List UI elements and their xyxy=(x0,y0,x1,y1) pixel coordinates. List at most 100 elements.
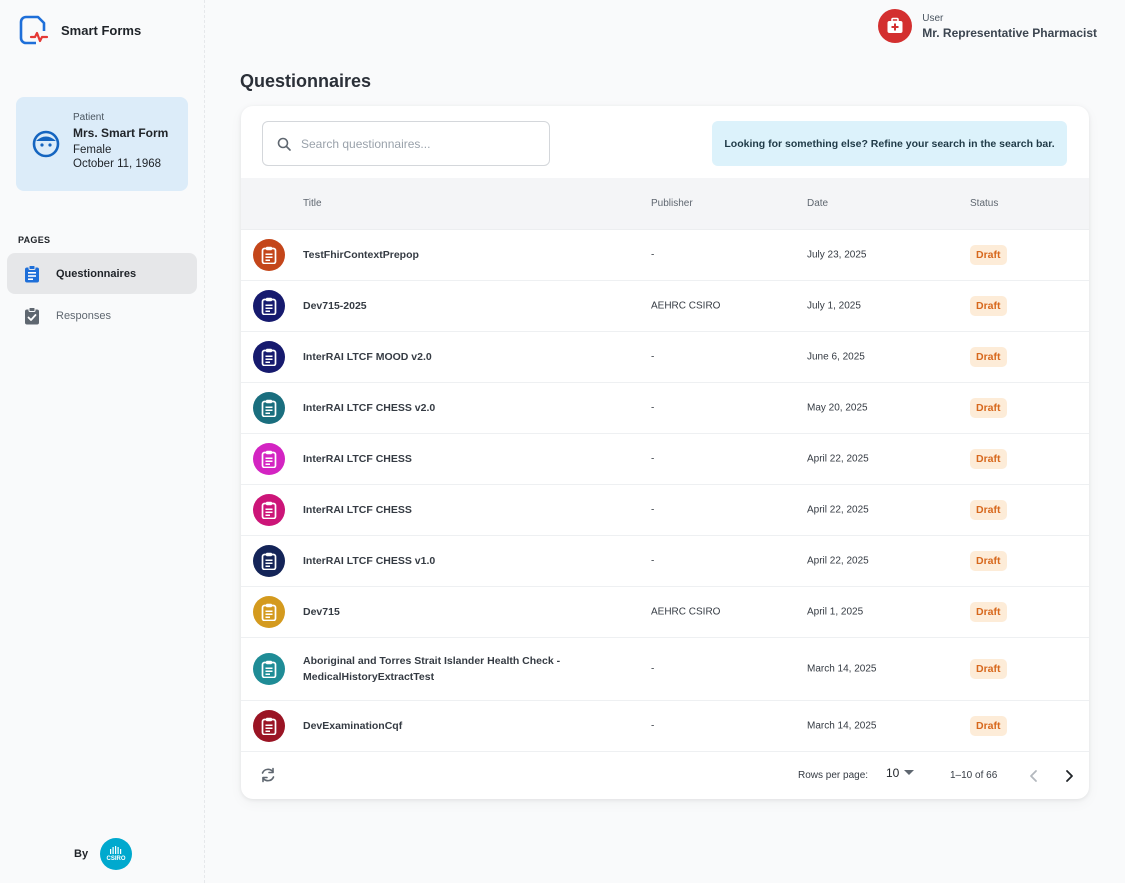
csiro-logo[interactable]: CSIRO xyxy=(100,838,133,870)
column-header-status[interactable]: Status xyxy=(970,198,999,209)
search-hint: Looking for something else? Refine your … xyxy=(712,121,1067,166)
table-row[interactable]: Dev715-2025 AEHRC CSIRO July 1, 2025 Draft xyxy=(241,281,1089,332)
table-row[interactable]: Aboriginal and Torres Strait Islander He… xyxy=(241,638,1089,701)
questionnaire-title: Dev715-2025 xyxy=(303,300,367,312)
questionnaire-avatar xyxy=(253,341,285,373)
clipboard-icon xyxy=(261,297,277,315)
patient-dob: October 11, 1968 xyxy=(73,158,162,170)
questionnaire-publisher: AEHRC CSIRO xyxy=(651,606,721,618)
questionnaire-avatar xyxy=(253,443,285,475)
questionnaire-publisher: - xyxy=(651,504,655,516)
patient-label: Patient xyxy=(73,112,105,123)
chevron-left-icon[interactable] xyxy=(1024,766,1044,786)
sidebar-item-label: Responses xyxy=(56,309,112,322)
user-avatar xyxy=(878,9,913,43)
questionnaire-publisher: - xyxy=(651,720,655,732)
by-csiro: By CSIRO xyxy=(74,838,133,870)
chevron-right-icon[interactable] xyxy=(1059,766,1079,786)
questionnaire-avatar xyxy=(253,494,285,526)
table-row[interactable]: InterRAI LTCF CHESS v1.0 - April 22, 2025 D… xyxy=(241,536,1089,587)
pagination-range: 1–10 of 66 xyxy=(950,770,998,781)
questionnaire-date: April 22, 2025 xyxy=(807,453,869,465)
clipboard-icon xyxy=(261,399,277,417)
user-menu[interactable]: User Mr. Representative Pharmacist xyxy=(878,9,1097,43)
questionnaire-title: InterRAI LTCF CHESS xyxy=(303,453,412,465)
column-header-title[interactable]: Title xyxy=(303,198,322,209)
clipboard-icon xyxy=(261,246,277,264)
questionnaire-avatar xyxy=(253,653,285,685)
clipboard-icon xyxy=(261,552,277,570)
table-row[interactable]: InterRAI LTCF CHESS - April 22, 2025 Draft xyxy=(241,434,1089,485)
status-badge: Draft xyxy=(970,659,1007,679)
patient-face-icon xyxy=(32,130,60,158)
user-name: Mr. Representative Pharmacist xyxy=(922,25,1097,40)
questionnaire-title: DevExaminationCqf xyxy=(303,720,403,732)
sidebar-item-label: Questionnaires xyxy=(56,267,137,280)
status-badge: Draft xyxy=(970,500,1007,520)
status-badge: Draft xyxy=(970,602,1007,622)
questionnaire-date: March 14, 2025 xyxy=(807,720,877,732)
questionnaire-title: Aboriginal and Torres Strait Islander He… xyxy=(303,655,561,683)
table-row[interactable]: InterRAI LTCF CHESS - April 22, 2025 Draft xyxy=(241,485,1089,536)
status-badge: Draft xyxy=(970,296,1007,316)
questionnaire-publisher: - xyxy=(651,453,655,465)
user-label: User xyxy=(922,12,944,24)
csiro-logo-text: CSIRO xyxy=(106,856,126,862)
table-footer: Rows per page: 10 1–10 of 66 xyxy=(241,752,1089,799)
status-badge: Draft xyxy=(970,347,1007,367)
questionnaire-publisher: - xyxy=(651,663,655,675)
table-row[interactable]: InterRAI LTCF MOOD v2.0 - June 6, 2025 Draf… xyxy=(241,332,1089,383)
status-badge: Draft xyxy=(970,716,1007,736)
rows-per-page-select[interactable]: 10 xyxy=(886,766,915,780)
clipboard-icon xyxy=(261,660,277,678)
clipboard-icon xyxy=(25,264,39,282)
search-box[interactable] xyxy=(262,121,550,166)
clipboard-icon xyxy=(261,603,277,621)
rows-per-page-label: Rows per page: xyxy=(798,770,869,781)
questionnaire-title: Dev715 xyxy=(303,606,340,618)
questionnaire-avatar xyxy=(253,710,285,742)
clipboard-icon xyxy=(261,717,277,735)
questionnaire-avatar xyxy=(253,392,285,424)
sidebar: Smart Forms Patient Mrs. Smart Form Fema… xyxy=(0,0,205,883)
questionnaire-title: InterRAI LTCF CHESS v2.0 xyxy=(303,402,436,414)
questionnaire-title: TestFhirContextPrepop xyxy=(303,249,419,261)
refresh-icon[interactable] xyxy=(258,765,278,785)
questionnaire-date: July 1, 2025 xyxy=(807,300,861,312)
status-badge: Draft xyxy=(970,245,1007,265)
questionnaire-publisher: - xyxy=(651,402,655,414)
table-row[interactable]: Dev715 AEHRC CSIRO April 1, 2025 Draft xyxy=(241,587,1089,638)
questionnaire-date: April 22, 2025 xyxy=(807,555,869,567)
questionnaire-publisher: - xyxy=(651,555,655,567)
table-row[interactable]: InterRAI LTCF CHESS v2.0 - May 20, 2025 Dra… xyxy=(241,383,1089,434)
smart-forms-logo-icon xyxy=(19,15,49,45)
sidebar-item-questionnaires[interactable]: Questionnaires xyxy=(7,253,197,294)
by-label: By xyxy=(74,848,89,860)
column-header-publisher[interactable]: Publisher xyxy=(651,198,693,209)
caret-down-icon xyxy=(904,770,915,775)
page-title: Questionnaires xyxy=(240,71,372,91)
clipboard-icon xyxy=(261,450,277,468)
patient-card: Patient Mrs. Smart Form Female October 1… xyxy=(16,97,188,191)
pages-heading: PAGES xyxy=(18,235,51,245)
status-badge: Draft xyxy=(970,398,1007,418)
table-row[interactable]: TestFhirContextPrepop - July 23, 2025 Draft xyxy=(241,230,1089,281)
questionnaire-publisher: AEHRC CSIRO xyxy=(651,300,721,312)
medical-kit-icon xyxy=(887,17,903,33)
status-badge: Draft xyxy=(970,551,1007,571)
sidebar-item-responses[interactable]: Responses xyxy=(7,295,197,336)
questionnaire-title: InterRAI LTCF CHESS v1.0 xyxy=(303,555,436,567)
questionnaire-title: InterRAI LTCF CHESS xyxy=(303,504,412,516)
brand[interactable]: Smart Forms xyxy=(18,14,141,46)
questionnaire-date: May 20, 2025 xyxy=(807,402,868,414)
patient-name: Mrs. Smart Form xyxy=(73,126,169,140)
search-input[interactable] xyxy=(301,136,531,151)
app-name: Smart Forms xyxy=(61,22,142,38)
column-header-date[interactable]: Date xyxy=(807,198,829,209)
questionnaires-card: Looking for something else? Refine your … xyxy=(241,106,1089,799)
questionnaire-date: July 23, 2025 xyxy=(807,249,867,261)
questionnaire-date: June 6, 2025 xyxy=(807,351,865,363)
table-body: TestFhirContextPrepop - July 23, 2025 Draft… xyxy=(241,230,1089,752)
questionnaire-publisher: - xyxy=(651,249,655,261)
table-row[interactable]: DevExaminationCqf - March 14, 2025 Draft xyxy=(241,701,1089,752)
